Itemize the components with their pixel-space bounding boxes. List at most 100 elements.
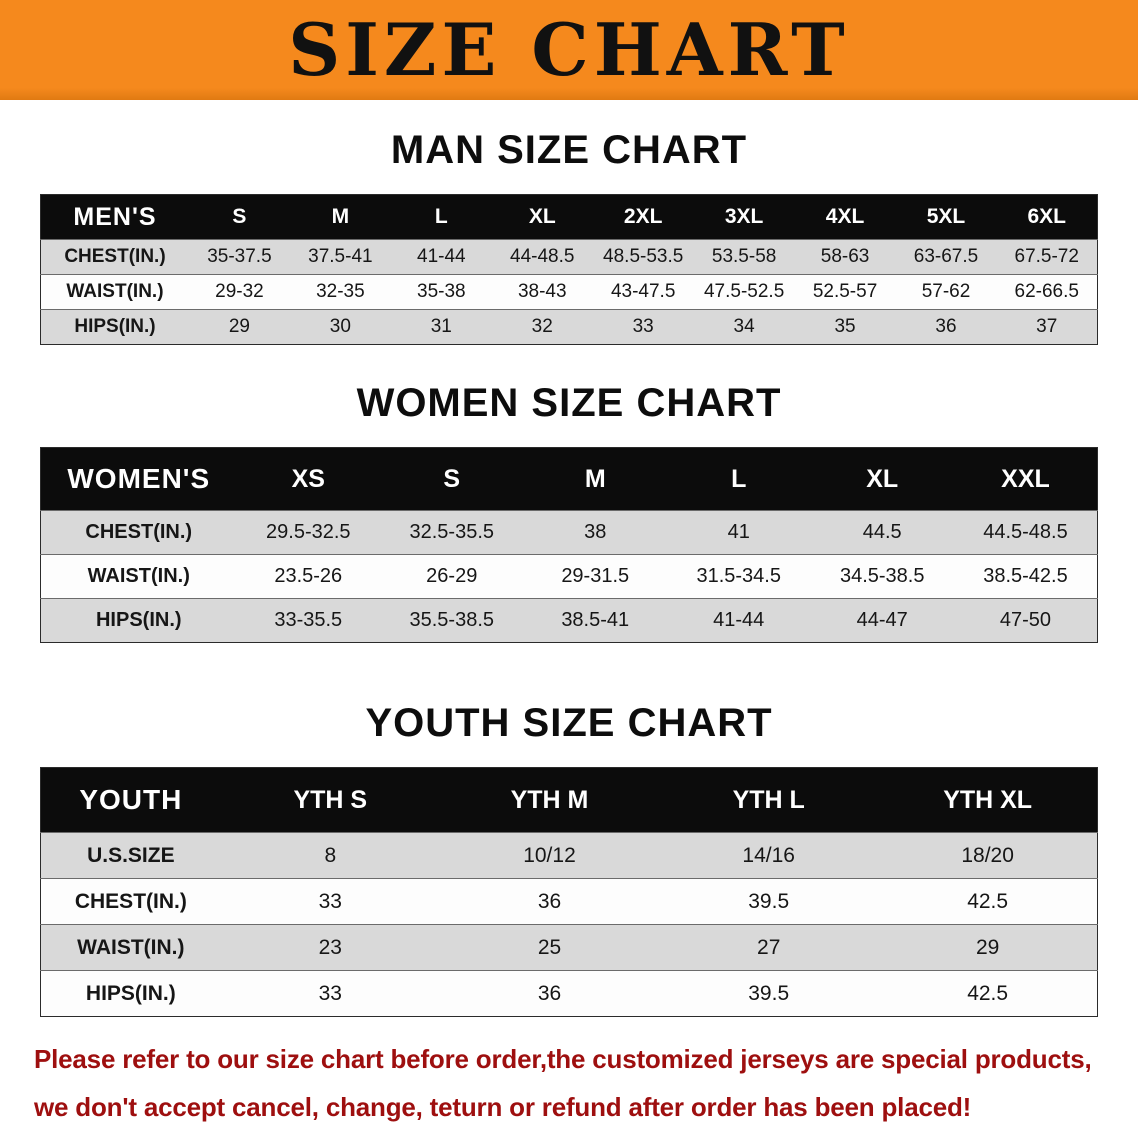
- table-cell: 39.5: [659, 970, 879, 1017]
- table-cell: 38.5-41: [523, 598, 667, 643]
- table-cell: 31.5-34.5: [666, 554, 811, 599]
- table-cell: 42.5: [878, 878, 1098, 925]
- table-row: CHEST(IN.) 33 36 39.5 42.5: [40, 878, 1098, 925]
- table-cell: 42.5: [878, 970, 1098, 1017]
- men-table-title: MEN'S: [40, 194, 189, 240]
- row-label: CHEST(IN.): [40, 878, 221, 925]
- table-cell: 32-35: [289, 274, 391, 310]
- notice-line-1: Please refer to our size chart before or…: [34, 1044, 1092, 1074]
- table-cell: 35: [794, 309, 896, 345]
- header-row: YOUTH YTH S YTH M YTH L YTH XL: [40, 767, 1098, 833]
- table-cell: 36: [895, 309, 997, 345]
- table-row: HIPS(IN.) 29 30 31 32 33 34 35 36 37: [40, 309, 1098, 345]
- column-header: 5XL: [895, 194, 997, 240]
- table-cell: 30: [289, 309, 391, 345]
- table-cell: 23.5-26: [236, 554, 381, 599]
- table-cell: 34.5-38.5: [810, 554, 954, 599]
- row-label: HIPS(IN.): [40, 970, 221, 1017]
- table-cell: 44.5: [810, 510, 954, 555]
- table-cell: 62-66.5: [996, 274, 1098, 310]
- column-header: XS: [236, 447, 381, 511]
- sections: MAN SIZE CHART MEN'S S M L XL 2XL 3XL 4XL 5XL 6XL C…: [0, 128, 1138, 1017]
- table-cell: 37: [996, 309, 1098, 345]
- page-title: SIZE CHART: [288, 7, 850, 92]
- column-header: 3XL: [693, 194, 795, 240]
- column-header: XL: [491, 194, 593, 240]
- table-cell: 33-35.5: [236, 598, 381, 643]
- table-cell: 41: [666, 510, 811, 555]
- table-cell: 36: [439, 878, 660, 925]
- column-header: XXL: [953, 447, 1098, 511]
- column-header: 4XL: [794, 194, 896, 240]
- table-cell: 29-32: [188, 274, 290, 310]
- table-cell: 41-44: [666, 598, 811, 643]
- row-label: WAIST(IN.): [40, 924, 221, 971]
- women-section: WOMEN SIZE CHART WOMEN'S XS S M L XL XXL CHEST(I…: [40, 381, 1098, 643]
- table-cell: 38.5-42.5: [953, 554, 1098, 599]
- youth-section: YOUTH SIZE CHART YOUTH YTH S YTH M YTH L YTH …: [40, 701, 1098, 1017]
- row-label: WAIST(IN.): [40, 274, 189, 310]
- table-cell: 41-44: [390, 239, 492, 275]
- table-cell: 29-31.5: [523, 554, 667, 599]
- table-cell: 35-37.5: [188, 239, 290, 275]
- table-cell: 29: [878, 924, 1098, 971]
- table-cell: 44-48.5: [491, 239, 593, 275]
- women-size-table: WOMEN'S XS S M L XL XXL CHEST(IN.) 29.5-32.5 32.5…: [40, 447, 1098, 643]
- table-row: U.S.SIZE 8 10/12 14/16 18/20: [40, 832, 1098, 879]
- women-table-title: WOMEN'S: [40, 447, 237, 511]
- table-row: WAIST(IN.) 29-32 32-35 35-38 38-43 43-47.5 47.…: [40, 274, 1098, 310]
- column-header: M: [289, 194, 391, 240]
- women-heading: WOMEN SIZE CHART: [356, 381, 782, 425]
- banner: SIZE CHART: [0, 0, 1138, 100]
- table-row: WAIST(IN.) 23 25 27 29: [40, 924, 1098, 971]
- table-cell: 10/12: [439, 832, 660, 879]
- table-cell: 29.5-32.5: [236, 510, 381, 555]
- table-cell: 37.5-41: [289, 239, 391, 275]
- row-label: U.S.SIZE: [40, 832, 221, 879]
- table-cell: 27: [659, 924, 879, 971]
- row-label: CHEST(IN.): [40, 239, 189, 275]
- column-header: YTH L: [659, 767, 879, 833]
- table-cell: 32.5-35.5: [380, 510, 524, 555]
- table-cell: 35-38: [390, 274, 492, 310]
- table-cell: 8: [220, 832, 440, 879]
- table-cell: 36: [439, 970, 660, 1017]
- column-header: L: [390, 194, 492, 240]
- column-header: S: [188, 194, 290, 240]
- table-cell: 34: [693, 309, 795, 345]
- column-header: 6XL: [996, 194, 1098, 240]
- notice-line-2: we don't accept cancel, change, teturn o…: [34, 1092, 972, 1122]
- table-cell: 33: [220, 970, 440, 1017]
- table-row: WAIST(IN.) 23.5-26 26-29 29-31.5 31.5-34.5 34…: [40, 554, 1098, 599]
- table-cell: 35.5-38.5: [380, 598, 524, 643]
- table-cell: 32: [491, 309, 593, 345]
- table-cell: 18/20: [878, 832, 1098, 879]
- table-cell: 39.5: [659, 878, 879, 925]
- column-header: YTH M: [439, 767, 660, 833]
- table-cell: 23: [220, 924, 440, 971]
- header-row: WOMEN'S XS S M L XL XXL: [40, 447, 1098, 511]
- youth-table-title: YOUTH: [40, 767, 221, 833]
- table-cell: 63-67.5: [895, 239, 997, 275]
- table-cell: 58-63: [794, 239, 896, 275]
- table-row: CHEST(IN.) 35-37.5 37.5-41 41-44 44-48.5 48.5…: [40, 239, 1098, 275]
- table-cell: 25: [439, 924, 660, 971]
- column-header: YTH S: [220, 767, 440, 833]
- table-cell: 14/16: [659, 832, 879, 879]
- table-cell: 38: [523, 510, 667, 555]
- row-label: WAIST(IN.): [40, 554, 237, 599]
- table-cell: 47.5-52.5: [693, 274, 795, 310]
- column-header: YTH XL: [878, 767, 1098, 833]
- row-label: HIPS(IN.): [40, 598, 237, 643]
- youth-size-table: YOUTH YTH S YTH M YTH L YTH XL U.S.SIZE 8 10/12…: [40, 767, 1098, 1017]
- column-header: S: [380, 447, 524, 511]
- table-cell: 57-62: [895, 274, 997, 310]
- table-cell: 44-47: [810, 598, 954, 643]
- men-size-table: MEN'S S M L XL 2XL 3XL 4XL 5XL 6XL CHEST(IN.) 35-37…: [40, 194, 1098, 345]
- table-cell: 53.5-58: [693, 239, 795, 275]
- men-heading: MAN SIZE CHART: [390, 128, 748, 172]
- table-cell: 44.5-48.5: [953, 510, 1098, 555]
- table-cell: 31: [390, 309, 492, 345]
- table-cell: 33: [592, 309, 694, 345]
